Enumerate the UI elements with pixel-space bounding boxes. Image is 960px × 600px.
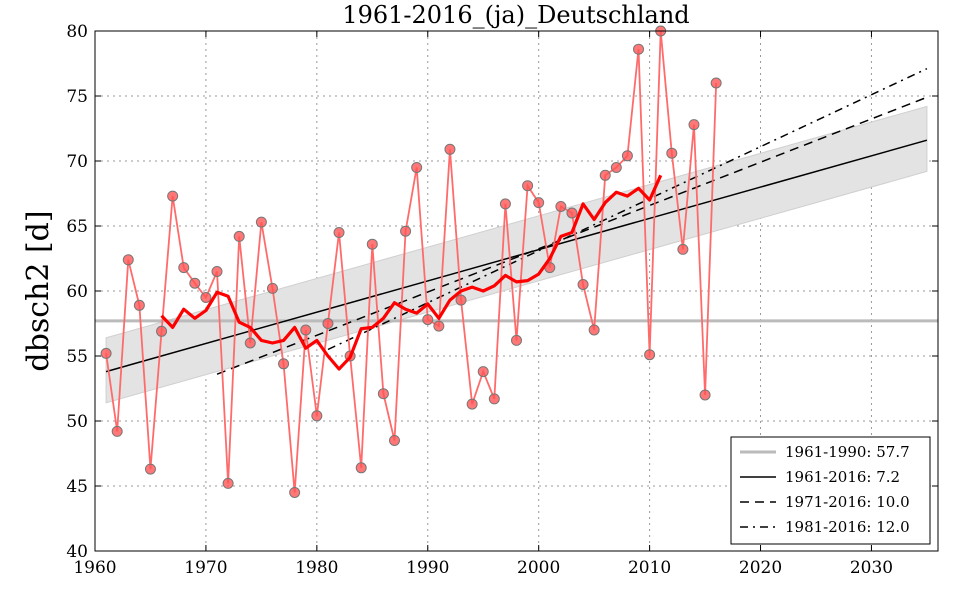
data-point [433, 320, 445, 332]
data-point [411, 162, 423, 173]
data-point [311, 410, 323, 422]
data-point [522, 180, 534, 192]
x-tick-label: 2000 [517, 558, 560, 578]
data-point [610, 162, 622, 173]
confidence-band [105, 105, 928, 404]
data-point [666, 147, 678, 159]
data-point [333, 227, 345, 238]
axis-ticks: 1960 1970 1980 1990 2000 2010 2020 2030 40 45 50 55… [66, 22, 938, 578]
y-tick-label: 70 [66, 152, 88, 172]
data-point [455, 294, 467, 306]
data-point [167, 190, 179, 202]
trend-line-solid [105, 139, 928, 373]
data-point [322, 318, 334, 329]
data-point [189, 277, 201, 289]
y-tick-label: 75 [66, 87, 88, 107]
data-point [200, 292, 212, 303]
data-point [422, 314, 434, 326]
data-point [477, 366, 489, 378]
data-point [499, 198, 511, 210]
data-point [133, 299, 145, 311]
data-point [178, 262, 190, 274]
data-point [621, 150, 633, 162]
legend-label: 1961-2016: 7.2 [785, 468, 900, 486]
data-point [144, 463, 156, 475]
y-tick-label: 40 [66, 542, 88, 562]
data-point [710, 77, 722, 89]
legend-box [730, 436, 931, 545]
x-tick-label: 1960 [73, 558, 116, 578]
plot-area [95, 25, 938, 498]
data-point [511, 334, 522, 346]
data-point [156, 325, 168, 337]
y-tick-label: 50 [66, 412, 88, 432]
x-tick-label: 2020 [739, 558, 782, 578]
data-point [222, 477, 234, 489]
data-point [122, 254, 134, 266]
data-point [644, 349, 656, 361]
data-point [111, 425, 123, 437]
y-tick-label: 60 [66, 282, 88, 302]
chart-title: 1961-2016_(ja)_Deutschland [342, 1, 689, 29]
y-tick-label: 80 [66, 22, 88, 42]
data-point [266, 282, 278, 294]
x-tick-label: 2030 [850, 558, 893, 578]
data-point [255, 216, 267, 228]
x-tick-label: 1980 [295, 558, 338, 578]
data-point [588, 324, 600, 336]
data-point [400, 225, 412, 237]
y-axis-label: dbsch2 [d] [21, 210, 56, 371]
legend-label: 1981-2016: 12.0 [785, 518, 910, 536]
data-point [289, 487, 301, 498]
data-point [577, 279, 589, 290]
data-point [355, 462, 367, 474]
data-point [100, 347, 112, 359]
data-point [566, 207, 578, 219]
y-tick-label: 65 [66, 217, 88, 237]
data-point [466, 398, 478, 410]
data-point [633, 43, 645, 55]
y-tick-label: 55 [66, 347, 88, 367]
data-point [444, 143, 456, 155]
legend-label: 1961-1990: 57.7 [785, 443, 910, 461]
data-point [555, 201, 567, 212]
legend: 1961-1990: 57.7 1961-2016: 7.2 1971-2016: … [730, 436, 931, 545]
smoothed-line [160, 174, 663, 371]
data-point [233, 230, 245, 242]
data-point [688, 119, 700, 131]
data-point [278, 358, 290, 370]
y-tick-label: 45 [66, 477, 88, 497]
data-point [599, 169, 611, 181]
data-point [699, 389, 711, 401]
trend-line-dashed [216, 96, 928, 375]
data-point [388, 435, 400, 446]
data-point [300, 324, 312, 336]
data-point [211, 266, 223, 277]
data-point [488, 393, 500, 405]
data-point [244, 337, 256, 349]
data-point [377, 388, 389, 400]
data-point [677, 243, 689, 255]
data-point [366, 238, 378, 250]
x-tick-label: 1970 [184, 558, 227, 578]
legend-label: 1971-2016: 10.0 [785, 493, 910, 511]
data-point [533, 197, 545, 209]
x-tick-label: 2010 [628, 558, 671, 578]
x-tick-label: 1990 [406, 558, 449, 578]
